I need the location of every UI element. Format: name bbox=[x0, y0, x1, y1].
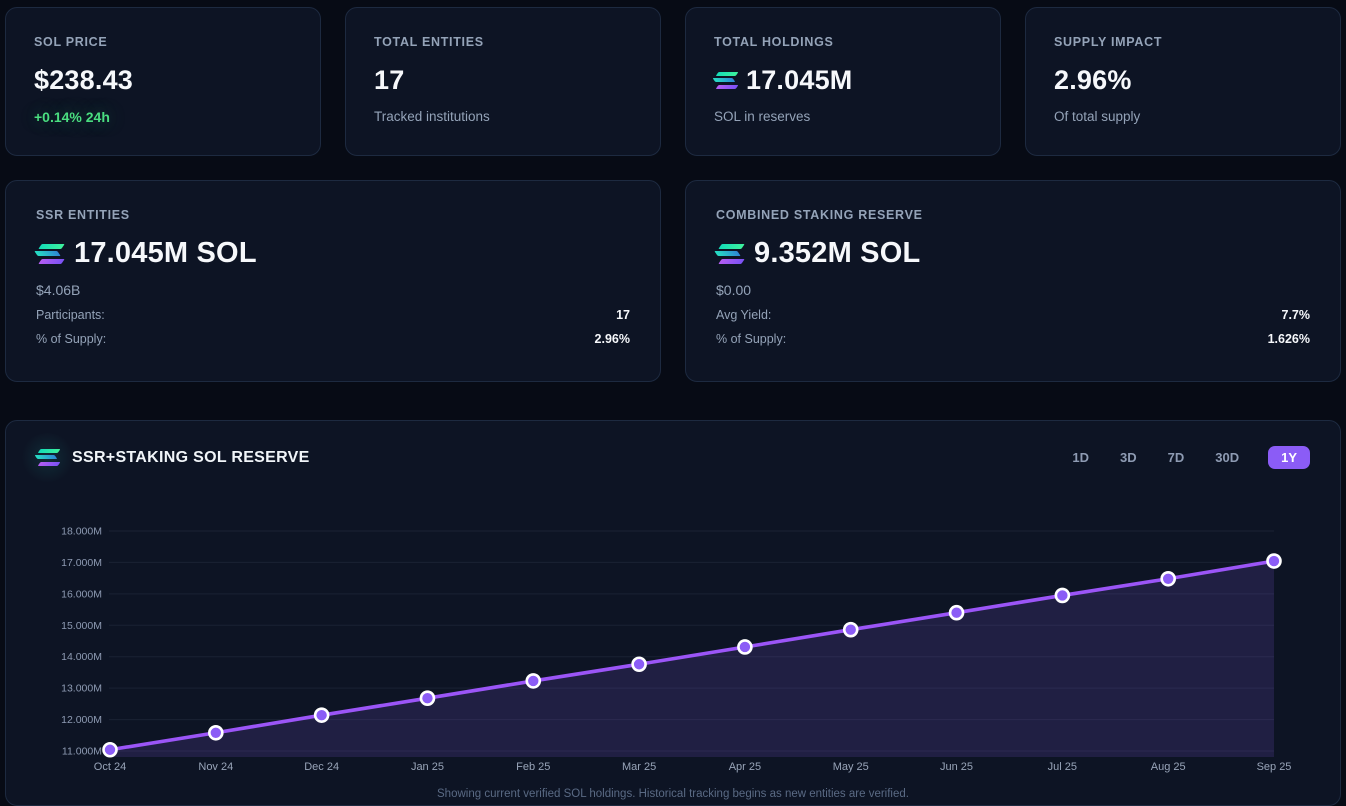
svg-text:13.000M: 13.000M bbox=[61, 683, 102, 695]
reserve-row: SSR ENTITIES 17.045M SOL $4.06B Particip… bbox=[5, 180, 1341, 382]
range-button-3d[interactable]: 3D bbox=[1118, 446, 1139, 469]
solana-logo-icon bbox=[20, 433, 75, 482]
usd-value: $0.00 bbox=[716, 282, 752, 298]
card-label: COMBINED STAKING RESERVE bbox=[716, 208, 923, 222]
svg-text:Mar 25: Mar 25 bbox=[622, 761, 656, 773]
detail-value: 2.96% bbox=[594, 332, 630, 346]
ssr-entities-value: 17.045M SOL bbox=[74, 237, 257, 269]
stat-subtext: SOL in reserves bbox=[714, 109, 811, 124]
svg-text:Jan 25: Jan 25 bbox=[411, 761, 444, 773]
solana-logo-icon bbox=[714, 243, 745, 264]
stat-label: TOTAL ENTITIES bbox=[374, 35, 484, 49]
svg-text:Aug 25: Aug 25 bbox=[1151, 761, 1186, 773]
svg-text:14.000M: 14.000M bbox=[61, 651, 102, 663]
svg-text:18.000M: 18.000M bbox=[61, 526, 102, 538]
staking-reserve-card: COMBINED STAKING RESERVE 9.352M SOL $0.0… bbox=[685, 180, 1341, 382]
range-selector: 1D 3D 7D 30D 1Y bbox=[1070, 446, 1310, 469]
svg-text:Dec 24: Dec 24 bbox=[304, 761, 339, 773]
stat-value-row: 17 bbox=[374, 65, 632, 96]
detail-row-avg-yield: Avg Yield: 7.7% bbox=[716, 308, 1310, 322]
reserve-chart-card: SSR+STAKING SOL RESERVE 1D 3D 7D 30D 1Y … bbox=[5, 420, 1341, 806]
stat-value-row: 2.96% bbox=[1054, 65, 1312, 96]
range-button-30d[interactable]: 30D bbox=[1213, 446, 1241, 469]
reserve-line-chart[interactable]: 11.000M 12.000M 13.000M 14.000M 15.000M 16.00… bbox=[6, 516, 1341, 784]
detail-label: % of Supply: bbox=[716, 332, 787, 346]
chart-footnote: Showing current verified SOL holdings. H… bbox=[437, 788, 909, 800]
stat-card-supply-impact: SUPPLY IMPACT 2.96% Of total supply bbox=[1025, 7, 1341, 156]
stat-subtext: Tracked institutions bbox=[374, 109, 490, 124]
stat-label: SOL PRICE bbox=[34, 35, 108, 49]
chart-header: SSR+STAKING SOL RESERVE 1D 3D 7D 30D 1Y bbox=[6, 421, 1340, 482]
svg-text:15.000M: 15.000M bbox=[61, 620, 102, 632]
svg-text:Jun 25: Jun 25 bbox=[940, 761, 973, 773]
stat-card-sol-price: SOL PRICE $238.43 +0.14% 24h bbox=[5, 7, 321, 156]
price-change-badge: +0.14% 24h bbox=[34, 109, 110, 125]
detail-row-supply-pct: % of Supply: 2.96% bbox=[36, 332, 630, 346]
stat-label: SUPPLY IMPACT bbox=[1054, 35, 1163, 49]
stats-row: SOL PRICE $238.43 +0.14% 24h TOTAL ENTIT… bbox=[5, 7, 1341, 156]
stat-value-row: 17.045M bbox=[712, 65, 972, 96]
sol-price-value: $238.43 bbox=[34, 65, 133, 95]
svg-text:12.000M: 12.000M bbox=[61, 714, 102, 726]
usd-value: $4.06B bbox=[36, 282, 81, 298]
detail-value: 17 bbox=[616, 308, 630, 322]
stat-value-row: $238.43 bbox=[34, 65, 292, 96]
detail-label: Avg Yield: bbox=[716, 308, 772, 322]
reserve-value-row: 17.045M SOL bbox=[34, 237, 630, 270]
svg-text:Sep 25: Sep 25 bbox=[1257, 761, 1292, 773]
svg-text:May 25: May 25 bbox=[833, 761, 869, 773]
stat-label: TOTAL HOLDINGS bbox=[714, 35, 834, 49]
solana-logo-icon bbox=[712, 72, 739, 89]
stat-card-total-holdings: TOTAL HOLDINGS 17.045M SOL in reserves bbox=[685, 7, 1001, 156]
total-entities-value: 17 bbox=[374, 65, 405, 95]
detail-value: 1.626% bbox=[1267, 332, 1310, 346]
detail-row-supply-pct: % of Supply: 1.626% bbox=[716, 332, 1310, 346]
chart-title: SSR+STAKING SOL RESERVE bbox=[72, 448, 310, 466]
svg-text:Apr 25: Apr 25 bbox=[729, 761, 761, 773]
detail-label: % of Supply: bbox=[36, 332, 107, 346]
supply-impact-value: 2.96% bbox=[1054, 65, 1132, 95]
staking-reserve-value: 9.352M SOL bbox=[754, 237, 921, 269]
detail-label: Participants: bbox=[36, 308, 105, 322]
detail-value: 7.7% bbox=[1281, 308, 1311, 322]
detail-row-participants: Participants: 17 bbox=[36, 308, 630, 322]
ssr-entities-card: SSR ENTITIES 17.045M SOL $4.06B Particip… bbox=[5, 180, 661, 382]
svg-text:16.000M: 16.000M bbox=[61, 588, 102, 600]
total-holdings-value: 17.045M bbox=[746, 65, 853, 95]
solana-logo-icon bbox=[34, 243, 65, 264]
range-button-7d[interactable]: 7D bbox=[1166, 446, 1187, 469]
svg-text:Oct 24: Oct 24 bbox=[94, 761, 126, 773]
svg-text:17.000M: 17.000M bbox=[61, 557, 102, 569]
range-button-1d[interactable]: 1D bbox=[1070, 446, 1091, 469]
reserve-value-row: 9.352M SOL bbox=[714, 237, 1310, 270]
svg-text:11.000M: 11.000M bbox=[62, 746, 102, 758]
stat-subtext: Of total supply bbox=[1054, 109, 1141, 124]
card-label: SSR ENTITIES bbox=[36, 208, 130, 222]
svg-text:Nov 24: Nov 24 bbox=[198, 761, 233, 773]
stat-card-total-entities: TOTAL ENTITIES 17 Tracked institutions bbox=[345, 7, 661, 156]
svg-text:Feb 25: Feb 25 bbox=[516, 761, 550, 773]
chart-title-group: SSR+STAKING SOL RESERVE bbox=[20, 433, 310, 482]
svg-text:Jul 25: Jul 25 bbox=[1048, 761, 1077, 773]
range-button-1y[interactable]: 1Y bbox=[1268, 446, 1310, 469]
